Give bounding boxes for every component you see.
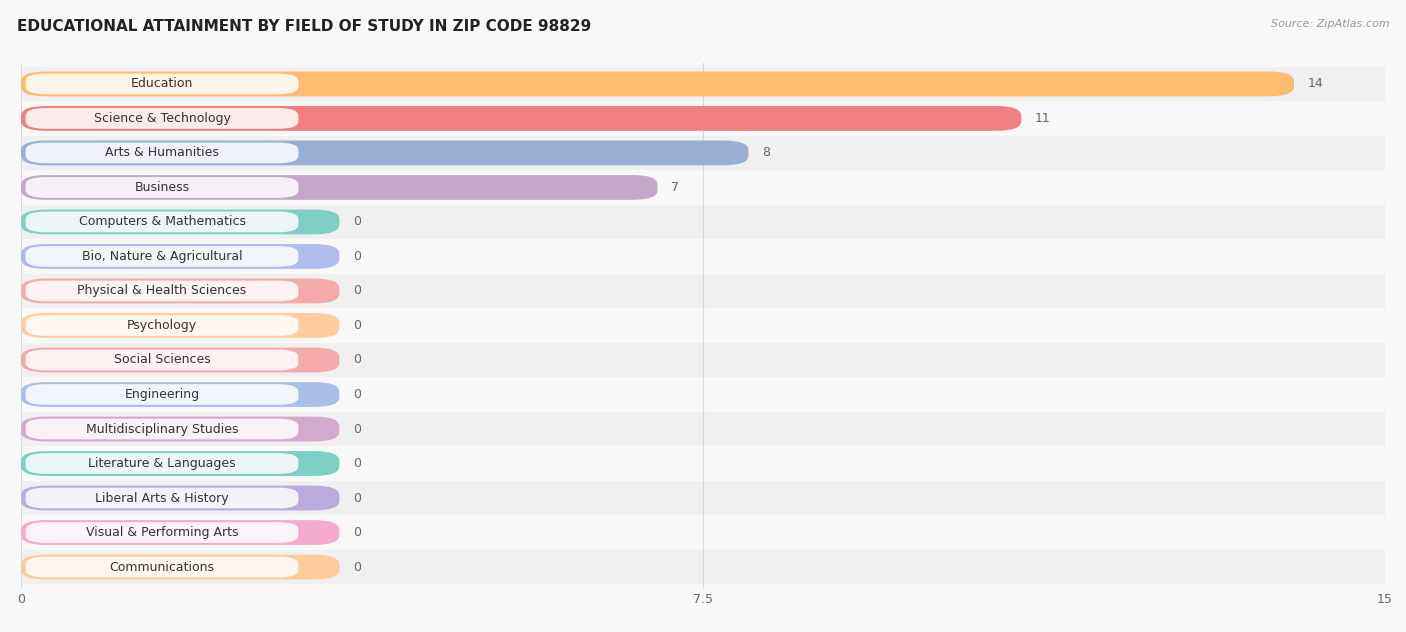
Text: Psychology: Psychology xyxy=(127,319,197,332)
FancyBboxPatch shape xyxy=(25,453,298,474)
Text: Bio, Nature & Agricultural: Bio, Nature & Agricultural xyxy=(82,250,242,263)
FancyBboxPatch shape xyxy=(21,106,1021,131)
FancyBboxPatch shape xyxy=(21,175,658,200)
FancyBboxPatch shape xyxy=(25,108,298,129)
Text: Arts & Humanities: Arts & Humanities xyxy=(105,147,219,159)
FancyBboxPatch shape xyxy=(25,177,298,198)
Text: 0: 0 xyxy=(353,216,361,228)
FancyBboxPatch shape xyxy=(25,281,298,301)
FancyBboxPatch shape xyxy=(21,66,1385,101)
Text: 0: 0 xyxy=(353,353,361,367)
Text: Physical & Health Sciences: Physical & Health Sciences xyxy=(77,284,246,298)
FancyBboxPatch shape xyxy=(21,515,1385,550)
Text: 0: 0 xyxy=(353,457,361,470)
Text: 8: 8 xyxy=(762,147,770,159)
FancyBboxPatch shape xyxy=(25,212,298,233)
FancyBboxPatch shape xyxy=(25,349,298,370)
Text: 0: 0 xyxy=(353,284,361,298)
FancyBboxPatch shape xyxy=(21,416,339,441)
Text: 0: 0 xyxy=(353,388,361,401)
Text: 7: 7 xyxy=(671,181,679,194)
FancyBboxPatch shape xyxy=(21,308,1385,343)
FancyBboxPatch shape xyxy=(21,412,1385,446)
FancyBboxPatch shape xyxy=(21,101,1385,136)
FancyBboxPatch shape xyxy=(25,522,298,543)
Text: Literature & Languages: Literature & Languages xyxy=(89,457,236,470)
Text: Multidisciplinary Studies: Multidisciplinary Studies xyxy=(86,423,238,435)
Text: 0: 0 xyxy=(353,423,361,435)
FancyBboxPatch shape xyxy=(21,274,1385,308)
Text: 0: 0 xyxy=(353,526,361,539)
FancyBboxPatch shape xyxy=(21,279,339,303)
Text: 0: 0 xyxy=(353,250,361,263)
FancyBboxPatch shape xyxy=(25,143,298,163)
Text: Education: Education xyxy=(131,77,193,90)
Text: Engineering: Engineering xyxy=(125,388,200,401)
Text: Science & Technology: Science & Technology xyxy=(94,112,231,125)
FancyBboxPatch shape xyxy=(21,140,748,166)
FancyBboxPatch shape xyxy=(25,488,298,508)
FancyBboxPatch shape xyxy=(21,481,1385,515)
FancyBboxPatch shape xyxy=(25,418,298,439)
FancyBboxPatch shape xyxy=(21,555,339,580)
Text: Communications: Communications xyxy=(110,561,215,574)
Text: 14: 14 xyxy=(1308,77,1323,90)
FancyBboxPatch shape xyxy=(21,170,1385,205)
FancyBboxPatch shape xyxy=(21,382,339,407)
Text: Social Sciences: Social Sciences xyxy=(114,353,211,367)
Text: Business: Business xyxy=(135,181,190,194)
FancyBboxPatch shape xyxy=(21,520,339,545)
FancyBboxPatch shape xyxy=(25,73,298,94)
FancyBboxPatch shape xyxy=(25,557,298,578)
FancyBboxPatch shape xyxy=(21,71,1294,96)
Text: 0: 0 xyxy=(353,319,361,332)
FancyBboxPatch shape xyxy=(21,446,1385,481)
Text: Liberal Arts & History: Liberal Arts & History xyxy=(96,492,229,504)
Text: EDUCATIONAL ATTAINMENT BY FIELD OF STUDY IN ZIP CODE 98829: EDUCATIONAL ATTAINMENT BY FIELD OF STUDY… xyxy=(17,19,591,34)
Text: Source: ZipAtlas.com: Source: ZipAtlas.com xyxy=(1271,19,1389,29)
FancyBboxPatch shape xyxy=(21,485,339,511)
FancyBboxPatch shape xyxy=(21,210,339,234)
FancyBboxPatch shape xyxy=(21,239,1385,274)
FancyBboxPatch shape xyxy=(21,244,339,269)
FancyBboxPatch shape xyxy=(21,313,339,338)
Text: Computers & Mathematics: Computers & Mathematics xyxy=(79,216,246,228)
FancyBboxPatch shape xyxy=(21,348,339,372)
FancyBboxPatch shape xyxy=(25,384,298,405)
FancyBboxPatch shape xyxy=(25,315,298,336)
FancyBboxPatch shape xyxy=(25,246,298,267)
Text: 0: 0 xyxy=(353,492,361,504)
FancyBboxPatch shape xyxy=(21,205,1385,239)
FancyBboxPatch shape xyxy=(21,451,339,476)
Text: 0: 0 xyxy=(353,561,361,574)
FancyBboxPatch shape xyxy=(21,343,1385,377)
FancyBboxPatch shape xyxy=(21,377,1385,412)
FancyBboxPatch shape xyxy=(21,136,1385,170)
Text: Visual & Performing Arts: Visual & Performing Arts xyxy=(86,526,238,539)
FancyBboxPatch shape xyxy=(21,550,1385,585)
Text: 11: 11 xyxy=(1035,112,1050,125)
